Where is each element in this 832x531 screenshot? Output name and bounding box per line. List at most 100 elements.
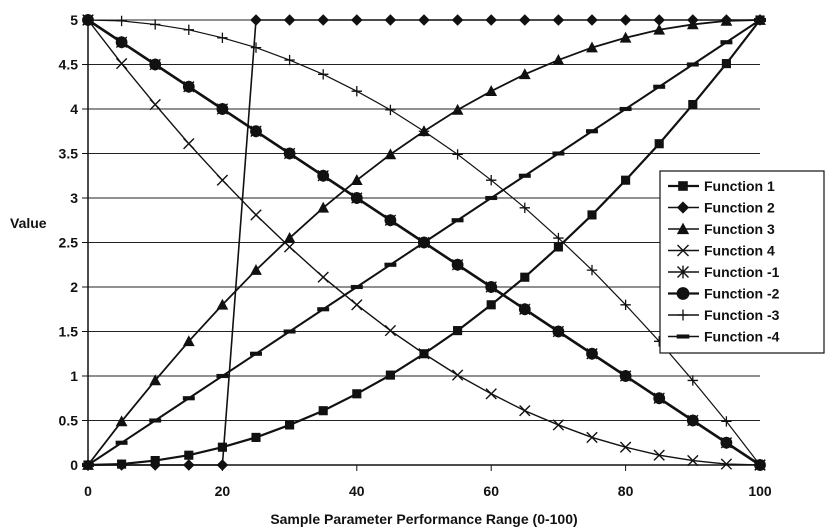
point-function-1-75 (587, 210, 597, 220)
point-function-4-55 (451, 369, 464, 381)
point-function-3-10 (150, 19, 161, 30)
series-layer (82, 13, 766, 471)
point-function-3-30 (284, 54, 295, 66)
point-function-3-15 (183, 24, 194, 35)
point-function-4-25 (250, 209, 262, 221)
x-tick-label-80: 80 (618, 483, 634, 499)
legend-label-function-3: Function 3 (704, 221, 775, 237)
point-function-4-10 (149, 418, 162, 423)
point-function-3-75 (586, 264, 598, 276)
point-function-4-15 (183, 138, 195, 150)
point-function-2-25 (250, 14, 262, 26)
point-function-3-95 (721, 416, 732, 427)
point-function-4-30 (283, 329, 296, 334)
point-function-2-40 (350, 192, 363, 204)
point-function-3-5 (115, 415, 128, 427)
point-function-3-45 (385, 104, 396, 116)
point-function-2-35 (317, 169, 330, 182)
point-function-4-95 (720, 40, 733, 45)
y-axis-title: Value (10, 215, 47, 231)
point-function-4-40 (350, 284, 363, 290)
legend-marker-function-1 (677, 265, 689, 279)
legend-label-function-4: Function 4 (704, 243, 775, 259)
point-function-3-30 (283, 232, 296, 243)
x-tick-label-60: 60 (483, 483, 499, 499)
point-function-3-25 (250, 264, 262, 275)
y-tick-label-1: 1 (70, 368, 78, 384)
legend-item-function-3: Function 3 (668, 221, 775, 237)
y-tick-label-3-5: 3.5 (59, 146, 79, 162)
point-function-4-70 (552, 151, 565, 156)
legend-item-function-1: Function -1 (668, 264, 780, 280)
point-function-3-65 (519, 202, 530, 213)
point-function-3-70 (553, 232, 564, 244)
point-function-1-60 (486, 300, 496, 310)
point-function-3-15 (182, 335, 195, 347)
y-tick-label-2-5: 2.5 (59, 235, 79, 251)
point-function-1-15 (184, 450, 194, 460)
point-function-4-100 (754, 17, 766, 23)
point-function-1-20 (217, 442, 227, 452)
point-function-3-35 (318, 69, 329, 80)
point-function-2-75 (586, 14, 598, 26)
point-function-3-65 (518, 68, 531, 80)
point-function-4-95 (720, 458, 733, 470)
x-tick-label-100: 100 (748, 483, 772, 499)
point-function-1-30 (285, 420, 295, 430)
point-function-3-20 (217, 32, 228, 43)
point-function-1-65 (520, 272, 530, 282)
point-function-4-80 (619, 441, 632, 453)
point-function-2-70 (552, 325, 565, 338)
point-function-2-60 (485, 281, 498, 293)
legend-label-function-1: Function -1 (704, 264, 780, 280)
point-function-1-40 (352, 389, 362, 399)
point-function-2-65 (518, 303, 531, 316)
point-function-3-70 (552, 54, 565, 65)
point-function-3-10 (149, 374, 162, 386)
point-function-4-60 (485, 388, 497, 400)
legend: Function 1 Function 2 Function 3 Function 4… (659, 170, 825, 354)
point-function-4-0 (82, 462, 94, 468)
point-function-1-80 (621, 175, 631, 185)
legend-label-function-3: Function -3 (704, 307, 780, 323)
point-function-3-5 (116, 15, 127, 27)
point-function-2-60 (485, 14, 497, 26)
point-function-2-55 (451, 258, 464, 271)
x-axis-title: Sample Parameter Performance Range (0-10… (270, 511, 577, 527)
series-function-3 (82, 14, 766, 471)
point-function-2-55 (451, 14, 464, 26)
legend-item-function-4: Function 4 (668, 243, 775, 259)
point-function-2-10 (149, 459, 161, 471)
point-function-4-15 (182, 396, 195, 401)
point-function-4-35 (317, 271, 329, 283)
point-function-3-100 (754, 459, 766, 471)
point-function-3-25 (250, 42, 262, 53)
x-tick-label-0: 0 (84, 483, 92, 499)
point-function-3-55 (452, 149, 463, 160)
x-tick-label-20: 20 (215, 483, 231, 499)
legend-marker-function-4 (676, 334, 690, 339)
point-function-1-95 (721, 59, 731, 69)
point-function-2-65 (519, 14, 531, 26)
point-function-4-5 (115, 57, 128, 70)
point-function-2-50 (418, 14, 430, 26)
point-function-1-25 (251, 432, 261, 442)
point-function-1-35 (318, 406, 328, 416)
point-function-3-50 (418, 126, 430, 137)
y-tick-label-5: 5 (70, 12, 78, 28)
legend-marker-function-2 (676, 287, 690, 300)
x-tick-label-40: 40 (349, 483, 365, 499)
point-function-3-80 (620, 299, 631, 310)
point-function-3-20 (216, 298, 229, 310)
point-function-3-0 (82, 14, 94, 26)
point-function-4-75 (586, 431, 598, 444)
point-function-2-10 (149, 58, 162, 71)
point-function-1-45 (385, 370, 395, 380)
point-function-4-85 (653, 84, 666, 89)
y-tick-label-3: 3 (70, 190, 78, 206)
legend-item-function-4: Function -4 (668, 329, 780, 345)
point-function-4-65 (518, 173, 531, 178)
point-function-1-55 (453, 326, 463, 336)
point-function-3-75 (586, 41, 598, 53)
point-function-3-40 (350, 174, 363, 186)
